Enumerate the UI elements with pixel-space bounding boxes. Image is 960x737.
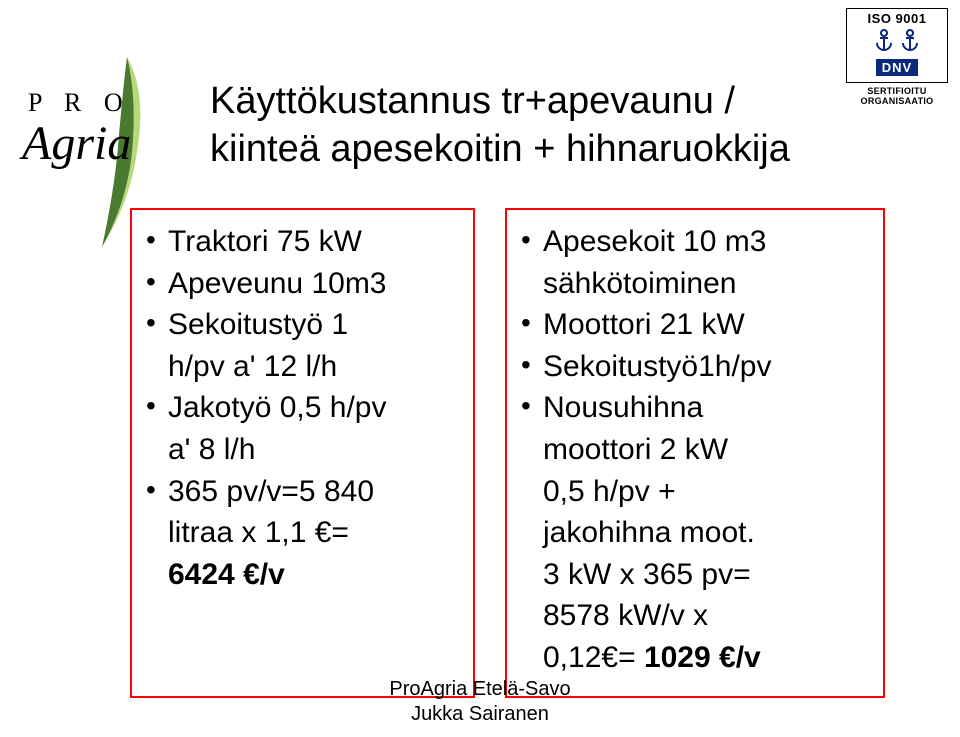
text: litraa x 1,1 €= bbox=[168, 516, 349, 549]
list-item-cont: moottori 2 kW bbox=[517, 430, 867, 470]
list-item-cont: h/pv a' 12 l/h bbox=[142, 347, 457, 387]
slide-root: ISO 9001 DNV SERTIFIOITU ORGANISAATIO P … bbox=[0, 0, 960, 737]
list-item-cont: 8578 kW/v x bbox=[517, 596, 867, 636]
list-item: Traktori 75 kW bbox=[142, 222, 457, 262]
list-item-cont: 0,12€= 1029 €/v bbox=[517, 638, 867, 678]
right-box: Apesekoit 10 m3 sähkötoiminen Moottori 2… bbox=[505, 208, 885, 698]
list-item-cont: a' 8 l/h bbox=[142, 430, 457, 470]
cert-sub-line2: ORGANISAATIO bbox=[861, 96, 934, 106]
cert-box: ISO 9001 DNV bbox=[846, 8, 948, 83]
logo-agria-text: Agria bbox=[22, 116, 131, 171]
cert-dnv-label: DNV bbox=[876, 59, 918, 76]
list-item-cont: 6424 €/v bbox=[142, 555, 457, 595]
certification-badge: ISO 9001 DNV SERTIFIOITU ORGANISAATIO bbox=[846, 8, 948, 107]
list-item: Moottori 21 kW bbox=[517, 305, 867, 345]
result-bold: 6424 €/v bbox=[168, 558, 285, 591]
list-item-cont: 0,5 h/pv + bbox=[517, 472, 867, 512]
list-item-cont: jakohihna moot. bbox=[517, 513, 867, 553]
list-item-cont: litraa x 1,1 €= bbox=[142, 513, 457, 553]
anchor-icon bbox=[899, 29, 921, 55]
list-item-cont: sähkötoiminen bbox=[517, 264, 867, 304]
cert-anchors bbox=[850, 29, 944, 55]
text: 0,12€= bbox=[543, 641, 644, 674]
cert-sub-line1: SERTIFIOITU bbox=[867, 86, 926, 96]
title-line2: kiinteä apesekoitin + hihnaruokkija bbox=[210, 128, 790, 170]
content-area: Traktori 75 kW Apeveunu 10m3 Sekoitustyö… bbox=[130, 208, 920, 698]
list-item-cont: 3 kW x 365 pv= bbox=[517, 555, 867, 595]
slide-footer: ProAgria Etelä-Savo Jukka Sairanen bbox=[0, 677, 960, 727]
list-item: Jakotyö 0,5 h/pv bbox=[142, 388, 457, 428]
list-item: Nousuhihna bbox=[517, 388, 867, 428]
footer-line1: ProAgria Etelä-Savo bbox=[389, 678, 570, 700]
list-item: Apeveunu 10m3 bbox=[142, 264, 457, 304]
left-box: Traktori 75 kW Apeveunu 10m3 Sekoitustyö… bbox=[130, 208, 475, 698]
list-item: 365 pv/v=5 840 bbox=[142, 472, 457, 512]
right-list: Apesekoit 10 m3 sähkötoiminen Moottori 2… bbox=[517, 222, 867, 678]
list-item: Sekoitustyö 1 bbox=[142, 305, 457, 345]
cert-subtitle: SERTIFIOITU ORGANISAATIO bbox=[846, 87, 948, 107]
list-item: Apesekoit 10 m3 bbox=[517, 222, 867, 262]
logo-pro-text: P R O bbox=[28, 88, 131, 118]
result-bold: 1029 €/v bbox=[644, 641, 761, 674]
footer-line2: Jukka Sairanen bbox=[411, 703, 549, 725]
slide-title: Käyttökustannus tr+apevaunu / kiinteä ap… bbox=[210, 78, 830, 173]
anchor-icon bbox=[873, 29, 895, 55]
left-list: Traktori 75 kW Apeveunu 10m3 Sekoitustyö… bbox=[142, 222, 457, 594]
title-line1: Käyttökustannus tr+apevaunu / bbox=[210, 80, 735, 122]
list-item: Sekoitustyö1h/pv bbox=[517, 347, 867, 387]
cert-iso-label: ISO 9001 bbox=[850, 11, 944, 26]
